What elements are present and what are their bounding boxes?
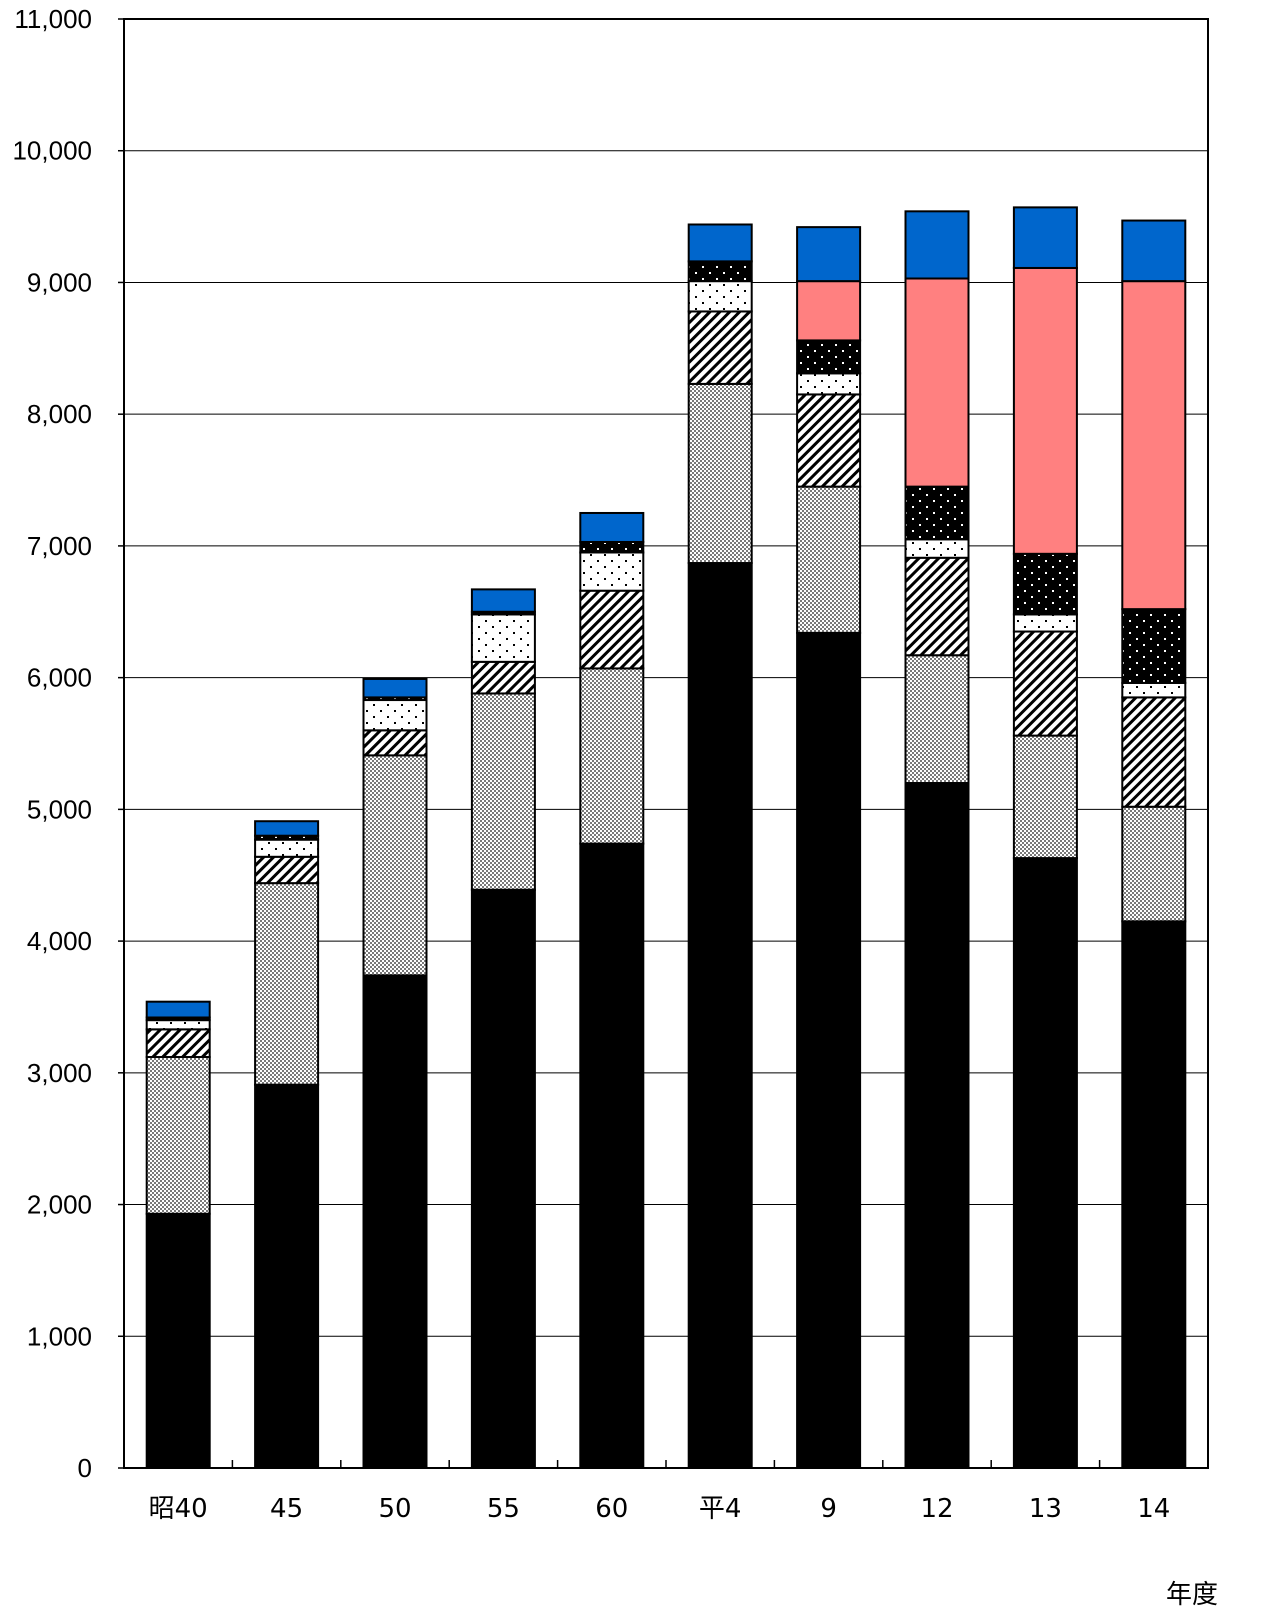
bar-segment <box>254 1083 320 1469</box>
bar-segment <box>579 511 645 543</box>
bar-segment <box>579 842 645 1469</box>
bar-segment <box>470 588 536 613</box>
x-tick-label: 昭40 <box>149 1494 208 1524</box>
bar-segment <box>145 1028 211 1059</box>
bar-segment <box>362 754 428 977</box>
y-tick-label: 10,000 <box>12 136 92 166</box>
bar-segment <box>254 820 320 837</box>
axes <box>118 18 1209 1469</box>
bar-segment <box>1012 206 1078 269</box>
y-tick-label: 5,000 <box>27 794 92 824</box>
bar-segment <box>145 1056 211 1215</box>
bar-segment <box>687 310 753 385</box>
bar-segment <box>579 667 645 845</box>
x-tick-label: 55 <box>487 1494 520 1524</box>
x-tick-label: 60 <box>595 1494 628 1524</box>
y-tick-label: 8,000 <box>27 399 92 429</box>
bar-segment <box>904 654 970 785</box>
bar-segment <box>796 372 862 396</box>
bar-segment <box>254 855 320 885</box>
bar-segment <box>362 729 428 757</box>
bar-segment <box>1121 219 1187 283</box>
bar-segment <box>145 1000 211 1019</box>
bar-segment <box>1012 613 1078 633</box>
bar-segment <box>904 782 970 1469</box>
bar-segment <box>1012 857 1078 1469</box>
x-unit-label: 年度 <box>1166 1580 1218 1610</box>
bar-segment <box>254 838 320 858</box>
bar-segment <box>687 562 753 1469</box>
y-tick-label: 9,000 <box>27 267 92 297</box>
bars <box>145 206 1187 1470</box>
x-tick-label: 12 <box>920 1494 953 1524</box>
bar-segment <box>145 1019 211 1031</box>
bar-segment <box>796 485 862 634</box>
x-tick-label: 50 <box>378 1494 411 1524</box>
bar-segment <box>687 260 753 283</box>
bar-segment <box>796 280 862 342</box>
bar-segment <box>796 339 862 375</box>
bar-segment <box>470 692 536 891</box>
x-tick-label: 平4 <box>699 1494 742 1524</box>
bar-segment <box>1121 280 1187 611</box>
bar-segment <box>796 226 862 283</box>
bar-segment <box>1121 920 1187 1469</box>
labels: 0 1,000 2,000 3,000 4,000 5,000 6,000 7,000 8,00… <box>12 4 1170 1524</box>
bar-segment <box>687 382 753 565</box>
bar-segment <box>796 631 862 1469</box>
bar-segment <box>1012 734 1078 860</box>
x-tick-label: 14 <box>1137 1494 1170 1524</box>
bar-segment <box>904 538 970 559</box>
bar-segment <box>362 677 428 699</box>
y-tick-label: 4,000 <box>27 926 92 956</box>
bar-segment <box>687 223 753 263</box>
bar-segment <box>254 882 320 1086</box>
bar-segment <box>904 556 970 657</box>
y-tick-label: 2,000 <box>27 1190 92 1220</box>
bar-segment <box>579 540 645 554</box>
bar-segment <box>1012 630 1078 737</box>
bar-segment <box>470 888 536 1469</box>
bar-segment <box>1121 681 1187 699</box>
bar-segment <box>904 210 970 280</box>
x-tick-label: 9 <box>820 1494 837 1524</box>
bar-segment <box>904 485 970 541</box>
bar-segment <box>796 393 862 488</box>
y-tick-label: 7,000 <box>27 531 92 561</box>
bar-segment <box>1012 552 1078 616</box>
bar-segment <box>579 551 645 592</box>
bar-segment <box>1121 608 1187 684</box>
bar-segment <box>1012 266 1078 555</box>
bar-segment <box>145 1212 211 1469</box>
bar-segment <box>1121 805 1187 923</box>
y-tick-label: 1,000 <box>27 1321 92 1351</box>
y-tick-label: 0 <box>78 1453 92 1483</box>
bar-segment <box>362 699 428 732</box>
bar-segment <box>362 974 428 1470</box>
y-tick-label: 6,000 <box>27 663 92 693</box>
bar-segment <box>470 613 536 663</box>
y-tick-label: 11,000 <box>14 4 92 34</box>
bar-segment <box>470 660 536 695</box>
bar-segment <box>904 277 970 488</box>
bar-segment <box>1121 696 1187 808</box>
x-tick-label: 45 <box>270 1494 303 1524</box>
y-tick-label: 3,000 <box>27 1058 92 1088</box>
bar-segment <box>687 280 753 313</box>
x-tick-label: 13 <box>1029 1494 1062 1524</box>
bar-segment <box>579 589 645 670</box>
